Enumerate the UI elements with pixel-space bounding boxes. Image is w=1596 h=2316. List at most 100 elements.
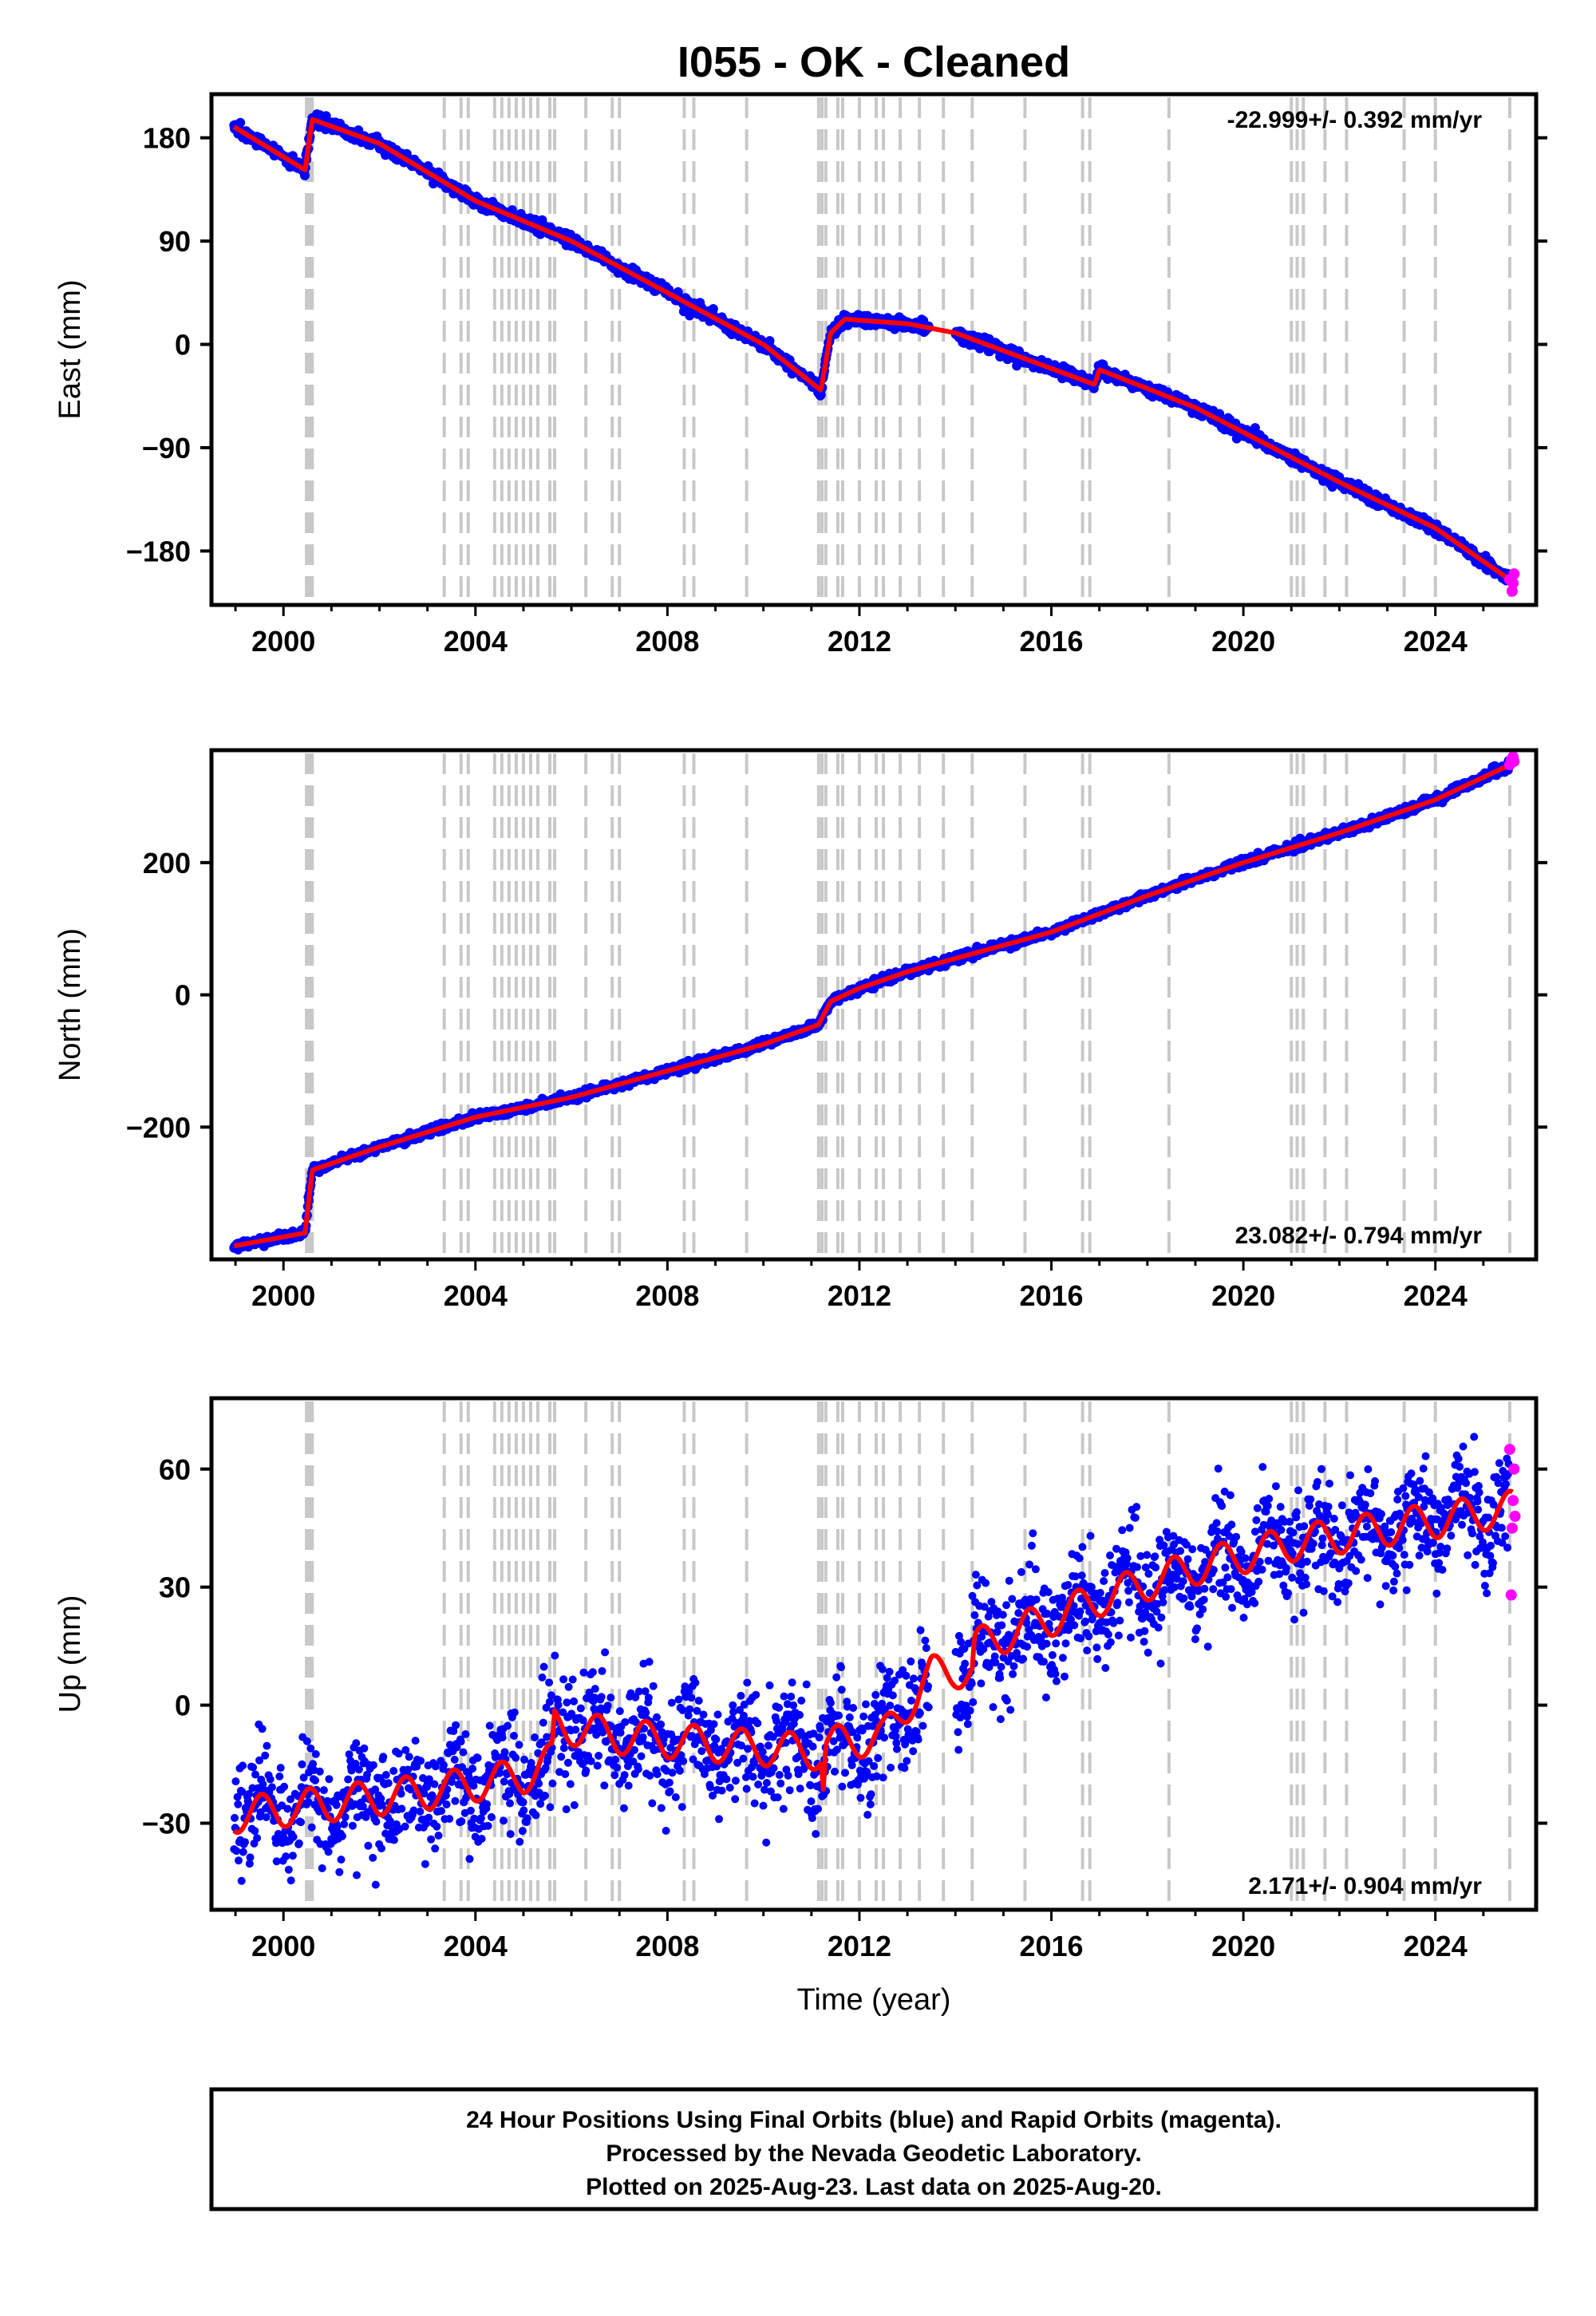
final-point [411, 1737, 420, 1745]
final-point [405, 1753, 413, 1761]
final-point [401, 1822, 409, 1831]
final-point [267, 1783, 276, 1792]
final-point [364, 1841, 373, 1850]
final-point [311, 1750, 320, 1758]
final-point [289, 1832, 298, 1841]
north-plot-frame [209, 748, 1539, 1262]
final-point [283, 1804, 292, 1813]
x-tick-label: 2008 [635, 625, 699, 658]
final-point [237, 1876, 246, 1885]
north-rapid-points [1503, 751, 1520, 771]
final-point [253, 1834, 262, 1843]
final-point [340, 1820, 349, 1828]
final-point [239, 1761, 247, 1770]
final-point [235, 1856, 243, 1865]
final-point [276, 1764, 285, 1773]
final-point [266, 1775, 275, 1784]
final-point [372, 1817, 381, 1826]
final-point [280, 1782, 289, 1791]
final-point [298, 1760, 306, 1769]
final-point [332, 1800, 341, 1809]
final-point [239, 1848, 247, 1856]
up-final-points [230, 1433, 1513, 1889]
final-point [427, 1835, 436, 1844]
final-point [258, 1725, 267, 1733]
final-point [288, 1852, 297, 1860]
final-point [369, 1761, 377, 1769]
final-point [249, 1763, 258, 1772]
x-tick-label: 2016 [1019, 1279, 1083, 1312]
north-final-points [229, 756, 1514, 1255]
final-point [262, 1813, 271, 1821]
east-rate-label: -22.999+/- 0.392 mm/yr [1227, 107, 1483, 133]
final-point [325, 1775, 334, 1784]
final-point [389, 1767, 398, 1775]
x-tick-label: 2004 [444, 1279, 508, 1312]
north-rate-label: 23.082+/- 0.794 mm/yr [1235, 1223, 1483, 1249]
final-point [352, 1739, 361, 1748]
north-y-axis-label: North (mm) [53, 928, 87, 1081]
x-tick-label: 2024 [1404, 1279, 1468, 1312]
event-lines [305, 1401, 1511, 1907]
final-point [318, 1864, 326, 1872]
final-point [421, 1860, 429, 1868]
final-point [294, 1839, 303, 1848]
final-point [259, 1780, 267, 1788]
final-point [286, 1876, 295, 1885]
final-point [234, 1800, 243, 1808]
final-point [344, 1775, 353, 1784]
y-tick-label: −180 [126, 535, 191, 567]
event-lines [305, 97, 1511, 602]
x-tick-label: 2016 [1019, 625, 1083, 658]
x-tick-label: 2000 [251, 625, 315, 658]
final-point [348, 1821, 357, 1830]
final-point [307, 1823, 316, 1832]
final-point [389, 1836, 398, 1844]
final-point [335, 1867, 344, 1876]
final-point [397, 1804, 406, 1813]
final-point [315, 1767, 324, 1776]
final-point [708, 304, 718, 314]
y-tick-label: 0 [175, 979, 191, 1012]
final-point [321, 111, 331, 121]
north-x-axis: 2000 2004 2008 2012 2016 2020 2024 [234, 1259, 1485, 1312]
final-point [369, 1853, 377, 1862]
final-point [416, 1807, 425, 1816]
final-point [261, 1751, 270, 1760]
final-point [360, 1744, 369, 1753]
rapid-point [1508, 568, 1520, 580]
east-x-axis: 2000 2004 2008 2012 2016 2020 2024 [234, 605, 1485, 658]
east-plot-frame [209, 92, 1539, 607]
y-tick-label: 180 [143, 122, 191, 155]
final-point [232, 1847, 241, 1856]
y-tick-label: −200 [126, 1111, 191, 1144]
y-tick-label: 0 [175, 329, 191, 362]
y-tick-label: −90 [142, 432, 191, 464]
final-point [379, 1753, 388, 1761]
x-tick-label: 2020 [1211, 625, 1275, 658]
final-point [337, 1856, 346, 1864]
x-tick-label: 2024 [1404, 625, 1468, 658]
final-point [246, 1853, 255, 1862]
x-tick-label: 2020 [1211, 1279, 1275, 1312]
x-tick-label: 2008 [635, 1279, 699, 1312]
final-point [297, 1818, 305, 1827]
x-tick-label: 2000 [251, 1279, 315, 1312]
final-point [319, 1786, 328, 1795]
final-point [302, 1737, 311, 1745]
final-point [284, 1865, 293, 1874]
final-point [231, 1813, 239, 1822]
final-point [300, 171, 310, 180]
final-point [394, 1749, 403, 1758]
east-y-axis-label: East (mm) [53, 279, 87, 419]
final-point [381, 1771, 390, 1779]
final-point [377, 1844, 385, 1853]
x-tick-label: 2012 [828, 625, 891, 658]
chart-title: I055 - OK - Cleaned [678, 38, 1070, 86]
final-point [338, 1832, 346, 1840]
final-point [417, 1757, 425, 1765]
final-point [353, 1871, 361, 1879]
